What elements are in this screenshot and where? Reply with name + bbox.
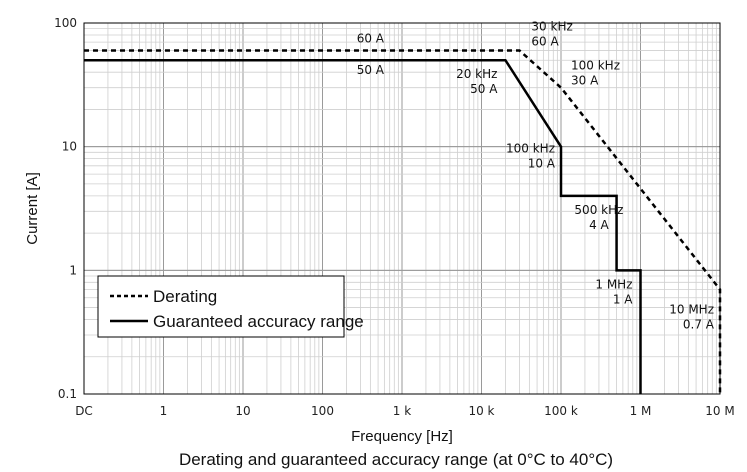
annotation-line: 50 A	[470, 82, 498, 96]
x-tick-label: 100	[311, 404, 334, 418]
x-tick-label: 1 k	[393, 404, 411, 418]
annotation-line: 60 A	[531, 34, 559, 48]
y-tick-label: 100	[54, 16, 77, 30]
annotation-line: 60 A	[357, 31, 385, 45]
annotation-label: 100 kHz 10 A	[506, 142, 556, 171]
series-line-guaranteed-accuracy	[84, 58, 642, 394]
annotation-line: 1 A	[613, 292, 633, 306]
legend: Derating Guaranteed accuracy range	[97, 275, 364, 338]
annotation-line: 1 MHz	[595, 277, 632, 291]
x-tick-label: 1 M	[630, 404, 652, 418]
series-line-derating	[84, 49, 722, 394]
annotation-line: 30 kHz	[531, 19, 572, 33]
x-tick-label: 1	[160, 404, 168, 418]
legend-box	[97, 275, 345, 338]
legend-label-guaranteed: Guaranteed accuracy range	[153, 312, 364, 331]
annotation-label: 10 MHz 0.7 A	[669, 302, 715, 331]
annotation-label: 60 A	[357, 31, 385, 45]
plot-frame	[83, 22, 721, 395]
annotation-line: 10 A	[528, 157, 556, 171]
annotation-line: 100 kHz	[571, 59, 620, 73]
annotation-line: 500 kHz	[574, 203, 623, 217]
annotation-label: 50 A	[357, 63, 385, 77]
series	[84, 49, 722, 394]
annotation-line: 50 A	[357, 63, 385, 77]
y-axis-label: Current [A]	[24, 172, 41, 245]
annotation-label: 30 kHz 60 A	[531, 19, 572, 48]
legend-label-derating: Derating	[153, 287, 217, 306]
annotation-line: 100 kHz	[506, 142, 555, 156]
annotation-label: 500 kHz 4 A	[574, 203, 623, 232]
x-tick-label: 10 M	[705, 404, 734, 418]
annotation-label: 1 MHz 1 A	[595, 277, 633, 306]
annotation-line: 10 MHz	[669, 302, 714, 316]
annotation-label: 20 kHz 50 A	[456, 67, 498, 96]
x-tick-label: 10 k	[468, 404, 494, 418]
x-tick-label: 100 k	[544, 404, 578, 418]
chart-caption: Derating and guaranteed accuracy range (…	[179, 450, 613, 469]
annotation-label: 100 kHz 30 A	[571, 59, 620, 88]
x-tick-label: 10	[235, 404, 250, 418]
y-tick-label: 10	[62, 140, 77, 154]
x-tick-label: DC	[75, 404, 93, 418]
grid	[83, 22, 721, 395]
annotation-line: 4 A	[589, 218, 609, 232]
y-tick-label: 1	[69, 263, 77, 277]
annotation-line: 30 A	[571, 74, 599, 88]
annotation-line: 0.7 A	[683, 317, 715, 331]
annotation-line: 20 kHz	[456, 67, 497, 81]
tick-labels: DC 1 10 100 1 k 10 k 100 k 1 M 10 M 100 10 1 0.1	[54, 16, 735, 418]
x-axis-label: Frequency [Hz]	[351, 428, 453, 445]
y-tick-label: 0.1	[58, 387, 77, 401]
